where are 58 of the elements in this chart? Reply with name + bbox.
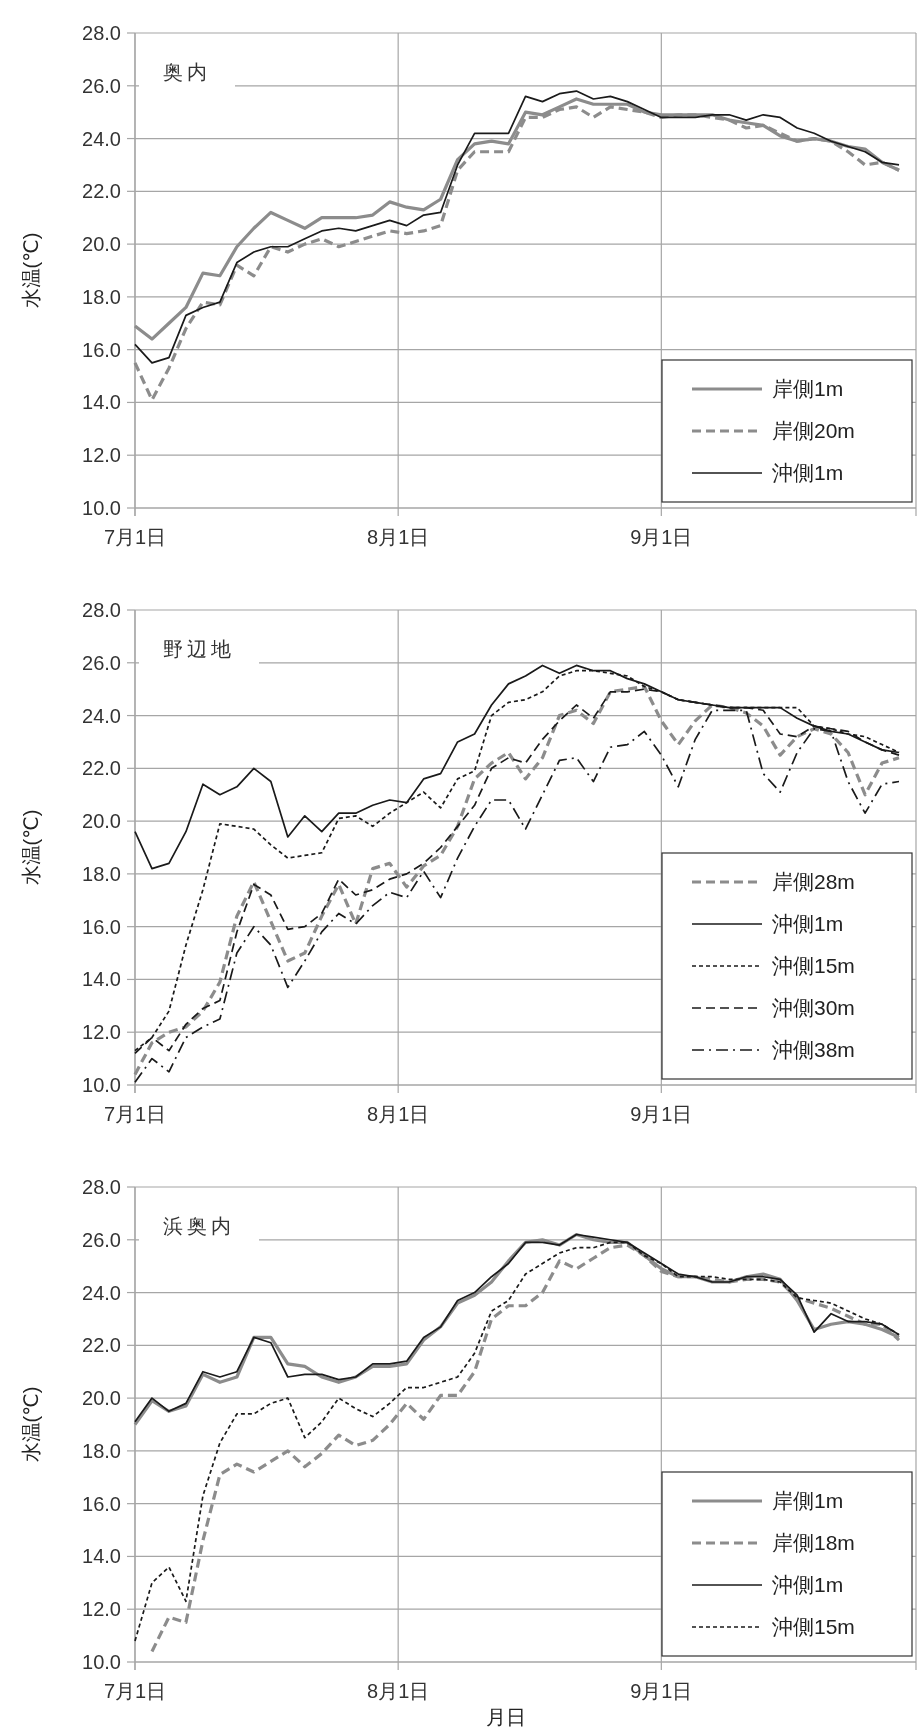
- legend-label: 沖側38m: [772, 1038, 855, 1061]
- x-axis-title: 月日: [485, 1706, 526, 1728]
- y-tick-label: 10.0: [82, 1651, 121, 1673]
- legend-label: 沖側15m: [772, 954, 855, 977]
- x-tick-label: 9月1日: [630, 526, 693, 548]
- y-tick-label: 10.0: [82, 497, 121, 519]
- legend-label: 岸側18m: [772, 1531, 855, 1554]
- y-tick-label: 16.0: [82, 915, 121, 938]
- y-tick-label: 14.0: [82, 968, 121, 991]
- y-axis-title: 水温(℃): [20, 1386, 42, 1463]
- y-tick-label: 18.0: [82, 1439, 121, 1462]
- legend-label: 岸側28m: [772, 870, 855, 893]
- y-tick-label: 20.0: [82, 810, 121, 833]
- x-tick-label: 8月1日: [367, 526, 430, 548]
- x-tick-label: 9月1日: [630, 1103, 693, 1125]
- y-tick-label: 20.0: [82, 233, 121, 256]
- legend-label: 沖側30m: [772, 996, 855, 1019]
- y-tick-label: 14.0: [82, 1545, 121, 1568]
- y-tick-label: 22.0: [82, 757, 121, 780]
- x-tick-label: 9月1日: [630, 1680, 693, 1702]
- y-tick-label: 28.0: [82, 599, 121, 621]
- x-tick-label: 7月1日: [103, 1103, 167, 1125]
- y-tick-label: 18.0: [82, 862, 121, 885]
- y-tick-label: 24.0: [82, 704, 121, 727]
- legend-label: 沖側1m: [772, 461, 844, 484]
- legend-label: 沖側15m: [772, 1615, 855, 1638]
- y-tick-label: 22.0: [82, 1334, 121, 1357]
- y-tick-label: 16.0: [82, 338, 121, 361]
- x-tick-label: 7月1日: [103, 526, 167, 548]
- y-tick-label: 20.0: [82, 1387, 121, 1410]
- y-tick-label: 12.0: [82, 444, 121, 467]
- y-tick-label: 14.0: [82, 391, 121, 414]
- legend-label: 岸側1m: [772, 377, 844, 400]
- legend-label: 岸側20m: [772, 419, 855, 442]
- text: 野辺地: [163, 638, 235, 660]
- y-axis-title: 水温(℃): [20, 809, 42, 886]
- y-tick-label: 28.0: [82, 22, 121, 44]
- x-tick-label: 8月1日: [367, 1103, 430, 1125]
- y-tick-label: 24.0: [82, 127, 121, 150]
- y-tick-label: 12.0: [82, 1598, 121, 1621]
- legend-label: 岸側1m: [772, 1489, 844, 1512]
- y-axis-title: 水温(℃): [20, 232, 42, 309]
- y-tick-label: 16.0: [82, 1492, 121, 1515]
- x-tick-label: 7月1日: [103, 1680, 167, 1702]
- y-tick-label: 18.0: [82, 285, 121, 308]
- text: 奥内: [163, 61, 211, 83]
- text: 浜奥内: [163, 1215, 235, 1237]
- y-tick-label: 26.0: [82, 74, 121, 97]
- y-tick-label: 28.0: [82, 1176, 121, 1198]
- y-tick-label: 12.0: [82, 1021, 121, 1044]
- y-tick-label: 10.0: [82, 1074, 121, 1096]
- y-tick-label: 26.0: [82, 1228, 121, 1251]
- y-tick-label: 26.0: [82, 651, 121, 674]
- y-tick-label: 22.0: [82, 180, 121, 203]
- legend-label: 沖側1m: [772, 912, 844, 935]
- legend-label: 沖側1m: [772, 1573, 844, 1596]
- x-tick-label: 8月1日: [367, 1680, 430, 1702]
- y-tick-label: 24.0: [82, 1281, 121, 1304]
